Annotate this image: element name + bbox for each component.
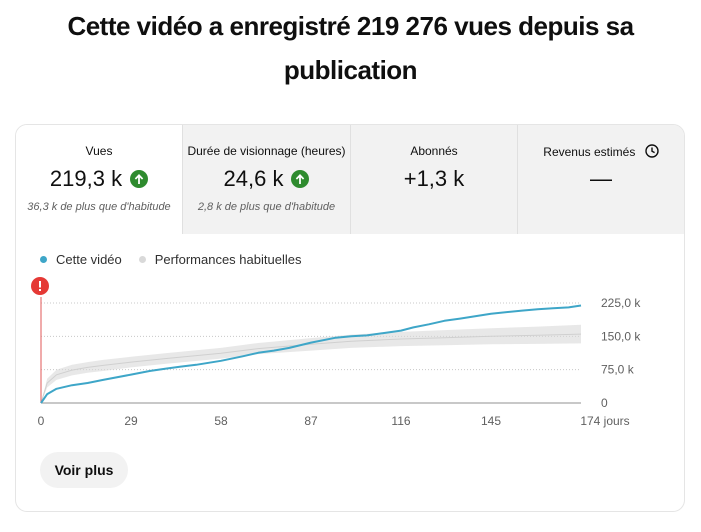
clock-icon	[644, 144, 659, 158]
x-tick-label: 87	[304, 414, 318, 428]
arrow-up-icon	[130, 170, 149, 188]
legend-dot	[138, 256, 146, 263]
series-line-this-video	[40, 304, 582, 404]
metric-value-row: +1,3 k	[351, 165, 517, 193]
metric-tab-revenue[interactable]: Revenus estimés —	[518, 125, 684, 234]
chart-legend: Cette vidéo Performances habituelles	[40, 252, 318, 267]
views-chart: 0 29 58 87 116 145 174 jours 0 75,0 k 150,0 k 225,…	[38, 296, 642, 428]
y-tick-label: 75,0 k	[601, 363, 635, 377]
metric-comparison: 36,3 k de plus que d'habitude	[27, 201, 171, 213]
alert-icon[interactable]	[31, 277, 49, 295]
metric-label: Durée de visionnage (heures)	[187, 144, 346, 158]
legend-label: Cette vidéo	[56, 252, 122, 267]
typical-performance-band	[41, 324, 581, 403]
metrics-row: Vues 219,3 k 36,3 k de plus que d'habitu…	[16, 125, 684, 234]
typical-performance-median	[40, 333, 582, 404]
metric-value: 24,6 k	[223, 166, 284, 191]
legend-label: Performances habituelles	[154, 252, 302, 267]
legend-dot	[40, 256, 47, 263]
x-tick-label: 29	[124, 414, 138, 428]
arrow-up-icon	[291, 170, 310, 188]
y-tick-label: 225,0 k	[601, 296, 641, 310]
metric-label: Revenus estimés	[543, 145, 636, 159]
metric-value-row: —	[518, 165, 684, 193]
x-tick-label: 0	[38, 414, 45, 428]
x-tick-label: 145	[481, 414, 501, 428]
metric-label: Vues	[85, 144, 113, 158]
x-tick-label: 58	[214, 414, 228, 428]
metric-tab-watch-time[interactable]: Durée de visionnage (heures) 24,6 k 2,8 …	[183, 125, 351, 234]
analytics-card: Vues 219,3 k 36,3 k de plus que d'habitu…	[15, 124, 685, 512]
metric-value-row: 24,6 k	[183, 165, 350, 193]
legend-item-this-video: Cette vidéo	[40, 252, 122, 267]
y-tick-label: 150,0 k	[601, 329, 641, 343]
x-tick-label: 174 jours	[580, 414, 629, 428]
metric-tab-views[interactable]: Vues 219,3 k 36,3 k de plus que d'habitu…	[16, 125, 183, 234]
metric-value: —	[590, 166, 612, 191]
metric-value-row: 219,3 k	[16, 165, 182, 193]
metric-value: 219,3 k	[49, 166, 123, 191]
metric-label-row: Revenus estimés	[518, 144, 684, 159]
metric-value: +1,3 k	[403, 166, 465, 191]
x-tick-label: 116	[391, 414, 410, 428]
see-more-button[interactable]: Voir plus	[40, 452, 128, 488]
page-title: Cette vidéo a enregistré 219 276 vues de…	[67, 11, 634, 85]
metric-tab-subscribers[interactable]: Abonnés +1,3 k	[351, 125, 518, 234]
legend-item-typical: Performances habituelles	[138, 252, 302, 267]
metric-label: Abonnés	[410, 144, 458, 158]
metric-comparison: 2,8 k de plus que d'habitude	[197, 201, 336, 213]
y-tick-label: 0	[601, 396, 608, 410]
